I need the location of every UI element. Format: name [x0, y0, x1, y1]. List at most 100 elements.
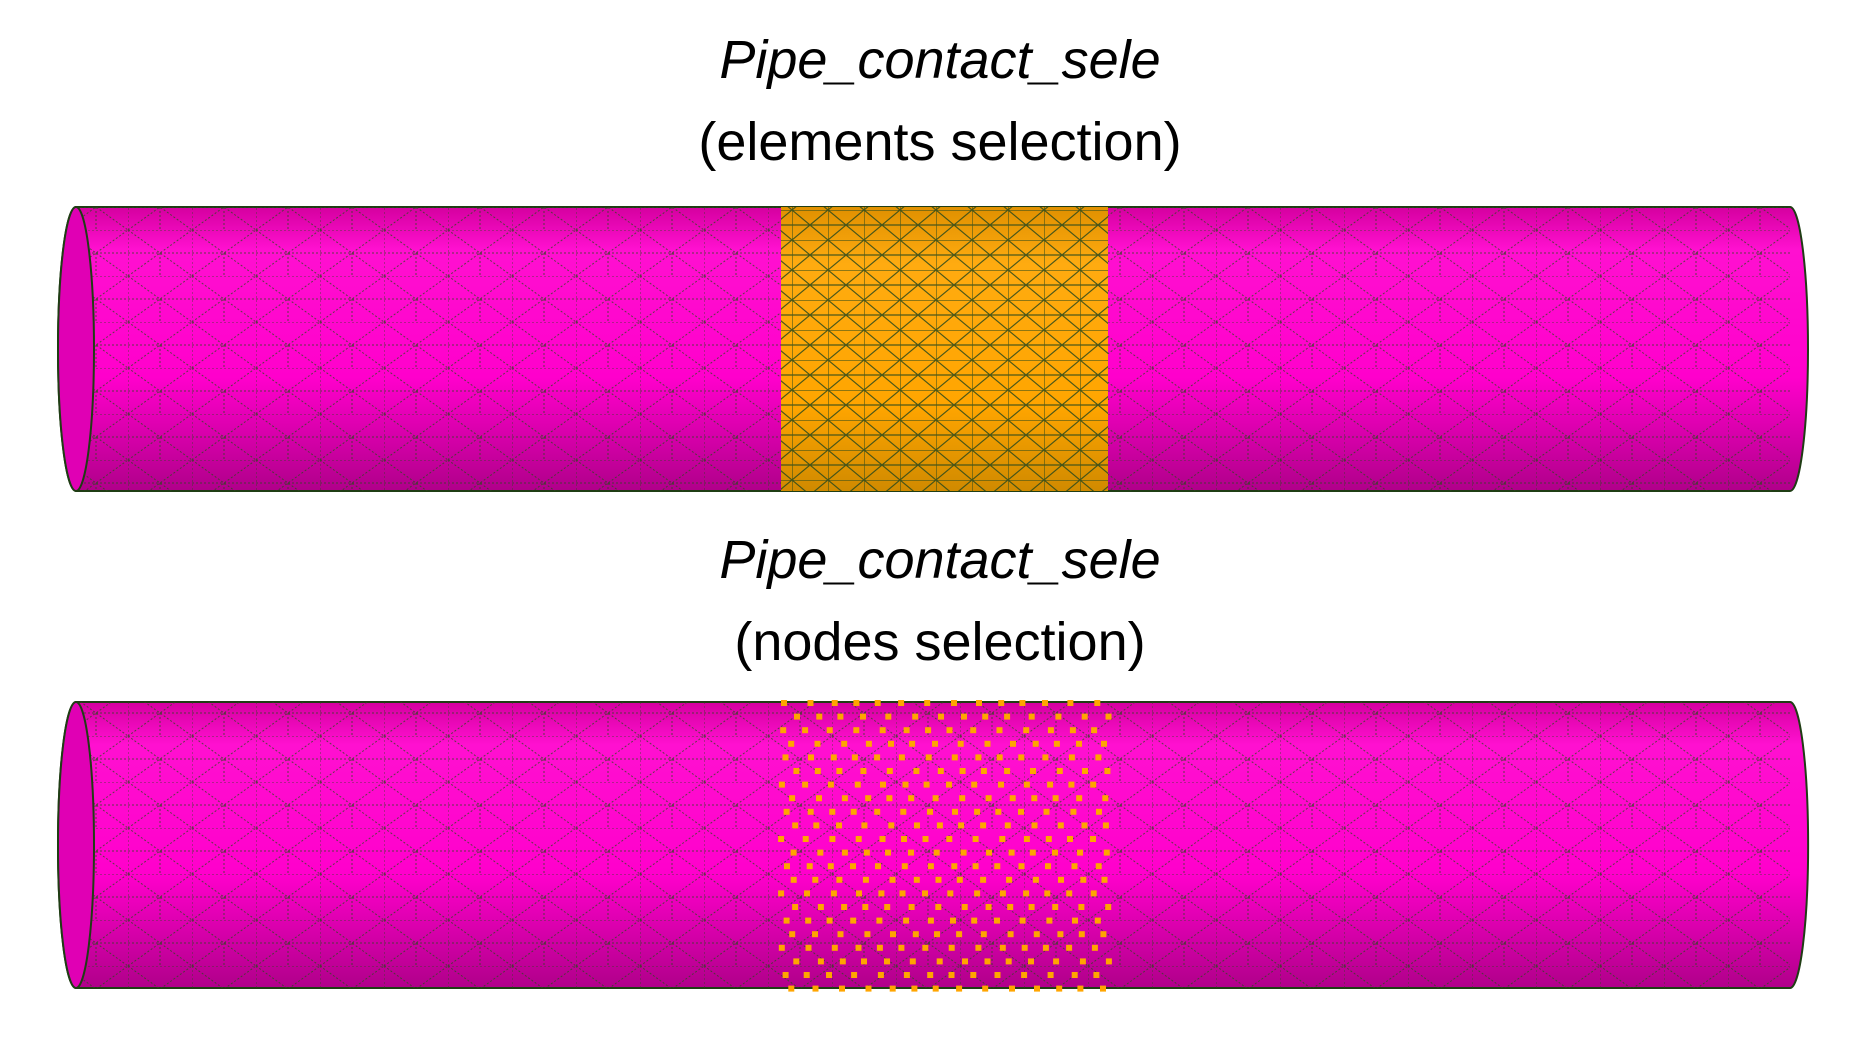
selected-node [908, 849, 914, 856]
selected-node [1057, 822, 1064, 829]
selected-node [994, 863, 1001, 870]
pipe-elements [57, 206, 1809, 492]
selected-node [994, 917, 1000, 924]
selected-node [959, 795, 966, 802]
selected-node [1076, 740, 1082, 747]
selected-node [996, 727, 1003, 734]
selected-node [937, 768, 944, 774]
selected-node [802, 836, 809, 842]
selected-node [922, 890, 928, 897]
selected-node [925, 754, 932, 761]
selected-node [837, 931, 844, 938]
selected-node [1090, 836, 1096, 842]
selected-node [984, 740, 991, 747]
selected-node [1023, 836, 1030, 842]
selected-node [1094, 700, 1101, 706]
selected-node [836, 768, 843, 774]
selected-node [899, 890, 906, 897]
selected-node [807, 808, 814, 815]
selected-node [862, 904, 869, 910]
selected-node [998, 781, 1004, 788]
selected-node [908, 904, 915, 910]
selected-node [1077, 985, 1084, 992]
selected-node [947, 890, 954, 897]
selected-node [922, 944, 929, 951]
selected-node [1053, 958, 1060, 965]
selected-node [1007, 931, 1014, 938]
selected-node [854, 781, 861, 788]
selected-node [853, 700, 860, 706]
selected-node [841, 740, 848, 747]
selected-node [1069, 727, 1076, 734]
selected-node [1033, 931, 1040, 938]
selected-node [889, 985, 896, 992]
selected-node [860, 713, 866, 720]
selected-node [829, 808, 836, 815]
selected-node [805, 917, 812, 924]
selected-node [841, 849, 848, 856]
selected-node [1067, 700, 1074, 706]
selected-node [1004, 822, 1011, 829]
selected-node [782, 972, 789, 978]
selected-node [862, 876, 869, 883]
selected-node [1047, 781, 1054, 788]
selected-node [836, 822, 842, 829]
selected-node [913, 876, 920, 883]
selected-node [808, 754, 814, 761]
selected-node [946, 727, 953, 734]
selected-node [927, 917, 934, 924]
selected-node [778, 890, 785, 897]
selected-node [970, 727, 977, 734]
selected-node [935, 876, 942, 883]
selected-node [782, 754, 789, 761]
selected-node [817, 904, 824, 910]
selected-node [829, 836, 836, 842]
selected-node [976, 700, 982, 706]
selected-node [1018, 808, 1024, 815]
selected-node [831, 944, 838, 951]
selected-node [806, 863, 813, 870]
selected-node [909, 958, 916, 965]
selected-node [1090, 781, 1097, 788]
selected-node [1071, 863, 1078, 870]
selected-node [1102, 822, 1109, 829]
selected-node [778, 836, 785, 842]
selected-node [1032, 740, 1039, 747]
selected-node [841, 904, 848, 910]
selected-node [1042, 700, 1048, 706]
selected-node [961, 904, 968, 910]
selected-node [1006, 876, 1013, 883]
selected-node [1052, 795, 1059, 802]
selected-node [814, 768, 821, 774]
selected-node [908, 795, 915, 802]
selected-node [807, 700, 814, 706]
selected-node [853, 727, 860, 734]
selected-node [903, 727, 910, 734]
selected-node [971, 917, 978, 924]
selected-node [927, 863, 934, 870]
selected-node [1008, 849, 1015, 856]
selected-node [948, 944, 955, 951]
selected-node [1105, 958, 1112, 965]
selected-node [836, 876, 843, 883]
pipe-nodes [57, 700, 1810, 992]
selected-node [961, 713, 967, 720]
selected-node [1030, 768, 1036, 774]
panel-subtitle: (elements selection) [698, 112, 1181, 172]
selected-node [1102, 795, 1109, 802]
selected-node [957, 740, 964, 747]
selected-node [880, 781, 886, 788]
selected-node [879, 727, 886, 734]
selected-node [778, 781, 785, 788]
selected-node [1094, 917, 1101, 924]
selected-node [1078, 931, 1085, 938]
selected-node [837, 713, 844, 720]
selected-node [1028, 958, 1034, 965]
selected-node [911, 985, 918, 992]
selected-node [972, 863, 979, 870]
selected-node [1018, 754, 1025, 761]
selected-node [813, 822, 820, 829]
selected-node [790, 876, 797, 883]
selected-node [784, 863, 790, 870]
selected-node [1078, 904, 1085, 910]
